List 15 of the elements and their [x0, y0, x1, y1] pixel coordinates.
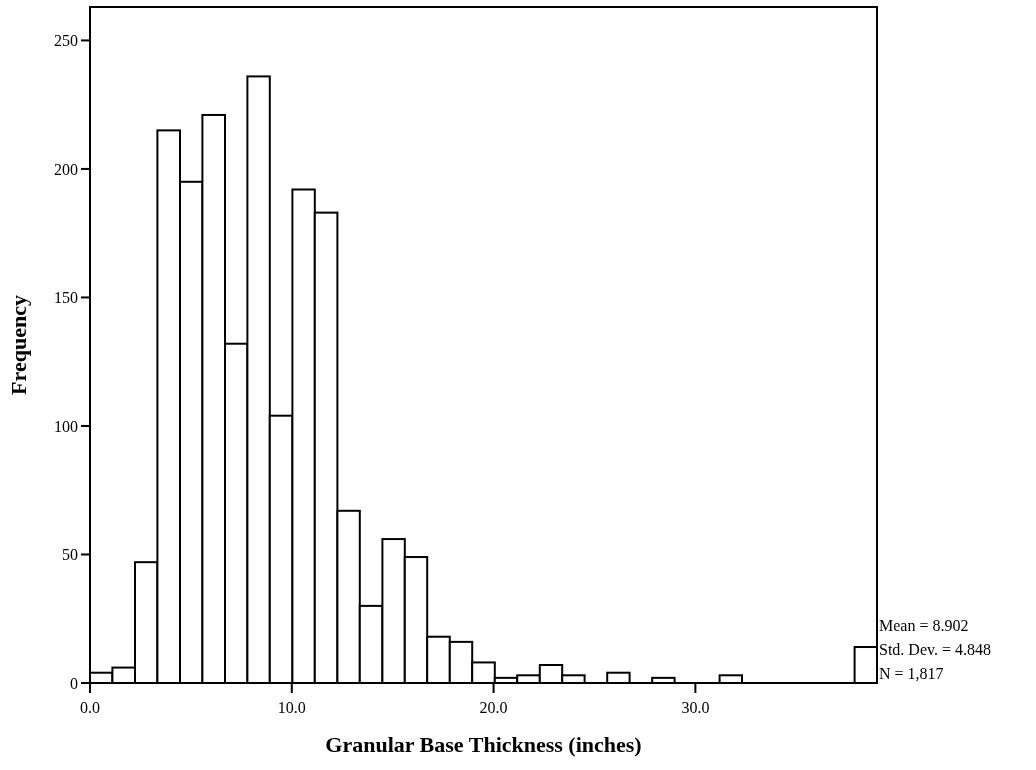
y-tick-label: 200 — [54, 160, 78, 178]
y-tick-label: 0 — [70, 674, 78, 692]
x-tick-label: 20.0 — [479, 699, 508, 716]
text: N = 1,817 — [879, 665, 944, 682]
x-axis-title: Granular Base Thickness (inches) — [325, 732, 642, 757]
x-tick-label: 0.0 — [80, 699, 100, 716]
y-tick-label: 100 — [54, 417, 78, 435]
y-axis-title: Frequency — [6, 295, 31, 395]
x-tick-label: 30.0 — [681, 699, 710, 716]
text: Std. Dev. = 4.848 — [879, 641, 991, 658]
text: Mean = 8.902 — [879, 617, 969, 634]
y-tick-label: 250 — [54, 32, 78, 50]
x-tick-label: 10.0 — [277, 699, 306, 716]
y-tick-label: 150 — [54, 289, 78, 307]
y-tick-label: 50 — [62, 546, 78, 564]
